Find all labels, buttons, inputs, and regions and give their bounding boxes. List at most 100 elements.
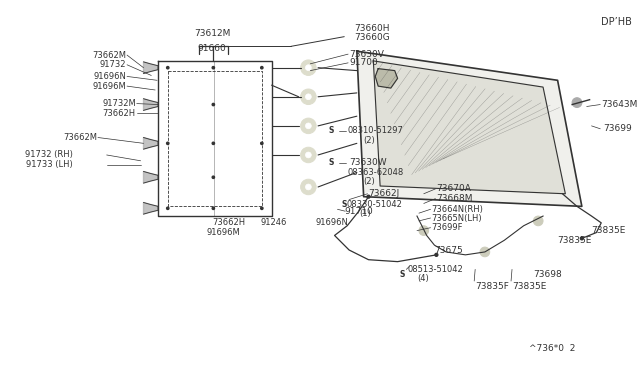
Text: 91696N: 91696N: [315, 218, 348, 227]
Circle shape: [572, 98, 582, 108]
Text: 08330-51042: 08330-51042: [346, 200, 402, 209]
Text: 73675: 73675: [435, 246, 463, 254]
Circle shape: [337, 197, 352, 212]
Text: 08310-51297: 08310-51297: [347, 126, 403, 135]
Polygon shape: [143, 99, 158, 110]
Text: 73835E: 73835E: [557, 236, 592, 245]
Polygon shape: [375, 69, 397, 88]
Text: ^736*0  2: ^736*0 2: [529, 344, 575, 353]
Circle shape: [212, 67, 214, 69]
Circle shape: [260, 207, 263, 209]
Circle shape: [305, 94, 311, 100]
Circle shape: [212, 103, 214, 106]
Polygon shape: [143, 62, 158, 74]
Circle shape: [209, 173, 218, 182]
Polygon shape: [143, 202, 158, 214]
Circle shape: [301, 60, 316, 76]
Text: (2): (2): [364, 136, 376, 145]
Circle shape: [324, 155, 339, 170]
Text: 73630W: 73630W: [349, 158, 387, 167]
Circle shape: [301, 118, 316, 134]
Text: 73660G: 73660G: [354, 33, 390, 42]
Circle shape: [257, 204, 266, 213]
Circle shape: [301, 147, 316, 163]
Circle shape: [305, 184, 311, 190]
Text: 73835F: 73835F: [475, 282, 509, 291]
Text: (2): (2): [364, 177, 376, 186]
Circle shape: [209, 139, 218, 148]
Text: 73698: 73698: [533, 270, 562, 279]
Text: S: S: [400, 270, 405, 279]
Circle shape: [580, 237, 583, 240]
Circle shape: [533, 216, 543, 226]
Circle shape: [324, 123, 339, 138]
Text: 73662J: 73662J: [369, 189, 400, 198]
Circle shape: [209, 204, 218, 213]
Text: (4): (4): [417, 274, 429, 283]
Text: 91696N: 91696N: [93, 72, 126, 81]
Circle shape: [166, 142, 169, 144]
Circle shape: [163, 139, 172, 148]
Circle shape: [163, 63, 172, 72]
Text: 73699: 73699: [603, 124, 632, 133]
Circle shape: [305, 65, 311, 71]
Text: DP’HB: DP’HB: [601, 17, 632, 27]
Text: 91732 (RH): 91732 (RH): [25, 150, 73, 160]
Text: 73668M: 73668M: [436, 194, 473, 203]
Circle shape: [209, 63, 218, 72]
Text: S: S: [342, 200, 347, 209]
Text: 91660: 91660: [197, 44, 226, 53]
Polygon shape: [143, 171, 158, 183]
Circle shape: [260, 142, 263, 144]
Circle shape: [578, 234, 586, 242]
Circle shape: [166, 67, 169, 69]
Text: 91710: 91710: [344, 207, 373, 216]
Text: (1): (1): [359, 209, 371, 218]
Polygon shape: [373, 61, 565, 194]
Text: 73662M: 73662M: [92, 51, 126, 60]
Text: 73699F: 73699F: [431, 223, 463, 232]
Text: 08513-51042: 08513-51042: [407, 265, 463, 274]
Circle shape: [395, 266, 410, 282]
Circle shape: [257, 63, 266, 72]
Circle shape: [257, 139, 266, 148]
Circle shape: [301, 89, 316, 105]
Circle shape: [301, 179, 316, 195]
Circle shape: [305, 152, 311, 158]
Circle shape: [166, 207, 169, 209]
Circle shape: [209, 100, 218, 109]
Circle shape: [435, 253, 438, 256]
Circle shape: [260, 67, 263, 69]
Text: 91696M: 91696M: [206, 228, 240, 237]
Text: 73662H: 73662H: [102, 109, 136, 118]
Text: 73643M: 73643M: [601, 100, 637, 109]
Text: 73662H: 73662H: [212, 218, 245, 227]
Text: 73612M: 73612M: [194, 29, 230, 38]
Text: 73660H: 73660H: [354, 25, 390, 33]
Text: 91733 (LH): 91733 (LH): [26, 160, 73, 169]
Circle shape: [419, 226, 429, 235]
Text: 73670A: 73670A: [436, 185, 471, 193]
Circle shape: [367, 195, 370, 198]
Polygon shape: [357, 51, 582, 206]
Circle shape: [212, 142, 214, 144]
Text: 73662M: 73662M: [63, 133, 97, 142]
Text: 73630V: 73630V: [349, 49, 384, 59]
Polygon shape: [143, 138, 158, 149]
Circle shape: [212, 176, 214, 179]
Text: 73665N(LH): 73665N(LH): [431, 214, 482, 222]
Text: 91696M: 91696M: [92, 81, 126, 91]
Circle shape: [305, 123, 311, 129]
Text: 73835E: 73835E: [512, 282, 547, 291]
Circle shape: [163, 204, 172, 213]
Text: 91732M: 91732M: [102, 99, 136, 108]
Text: 08363-62048: 08363-62048: [347, 168, 403, 177]
Circle shape: [212, 207, 214, 209]
Circle shape: [433, 251, 440, 259]
Text: 73664N(RH): 73664N(RH): [431, 205, 483, 214]
Text: 91246: 91246: [260, 218, 287, 227]
Circle shape: [480, 247, 490, 257]
Text: S: S: [329, 158, 334, 167]
Text: 91700: 91700: [349, 58, 378, 67]
Text: 91732: 91732: [100, 60, 126, 69]
